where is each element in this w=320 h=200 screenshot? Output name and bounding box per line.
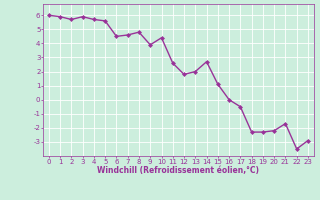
X-axis label: Windchill (Refroidissement éolien,°C): Windchill (Refroidissement éolien,°C) <box>97 166 260 175</box>
